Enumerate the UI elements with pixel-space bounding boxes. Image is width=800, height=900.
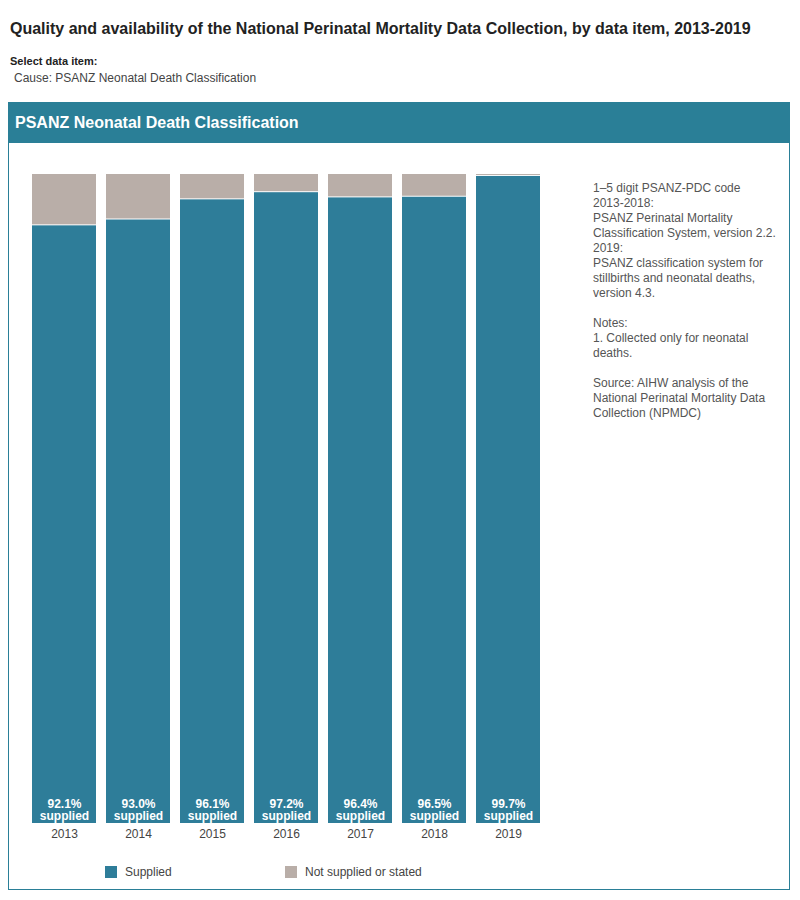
html-text:Select data item:: Select data item: [10, 55, 98, 67]
html-text:Supplied: Supplied [125, 865, 172, 879]
svg-text:99.7%supplied: 99.7%supplied [484, 797, 533, 823]
svg-text:97.2%supplied: 97.2%supplied [262, 797, 311, 823]
svg-text:96.5%supplied: 96.5%supplied [410, 797, 459, 823]
svg-text:2013: 2013 [51, 827, 78, 841]
html-text:2013-2018:: 2013-2018: [593, 196, 654, 210]
html-text:Source: AIHW analysis of the N: Source: AIHW analysis of the National Pe… [593, 376, 766, 420]
svg-text:2015: 2015 [199, 827, 226, 841]
svg-text:2018: 2018 [421, 827, 448, 841]
svg-text:2014: 2014 [125, 827, 152, 841]
html-text:Quality and availability of th: Quality and availability of the National… [10, 20, 751, 37]
svg-text:93.0%supplied: 93.0%supplied [114, 797, 163, 823]
svg-text:2016: 2016 [273, 827, 300, 841]
svg-text:96.1%supplied: 96.1%supplied [188, 797, 237, 823]
svg-text:2019: 2019 [495, 827, 522, 841]
html-text:Cause: PSANZ Neonatal Death Cl: Cause: PSANZ Neonatal Death Classificati… [14, 71, 257, 85]
svg-text:96.4%supplied: 96.4%supplied [336, 797, 385, 823]
html-text:Notes:: Notes: [593, 316, 628, 330]
html-text:PSANZ Perinatal Mortality Clas: PSANZ Perinatal Mortality Classification… [593, 211, 776, 240]
html-text:1–5 digit PSANZ-PDC code: 1–5 digit PSANZ-PDC code [593, 181, 741, 195]
html-text:2019:: 2019: [593, 241, 623, 255]
html-text:Not supplied or stated: Not supplied or stated [305, 865, 422, 879]
html-text:1. Collected only for neonatal: 1. Collected only for neonatal deaths. [593, 331, 749, 360]
svg-text:2017: 2017 [347, 827, 374, 841]
svg-text:92.1%supplied: 92.1%supplied [40, 797, 89, 823]
html-text:PSANZ Neonatal Death Classific: PSANZ Neonatal Death Classification [15, 114, 299, 131]
html-text:PSANZ classification system fo: PSANZ classification system for stillbir… [593, 256, 763, 300]
